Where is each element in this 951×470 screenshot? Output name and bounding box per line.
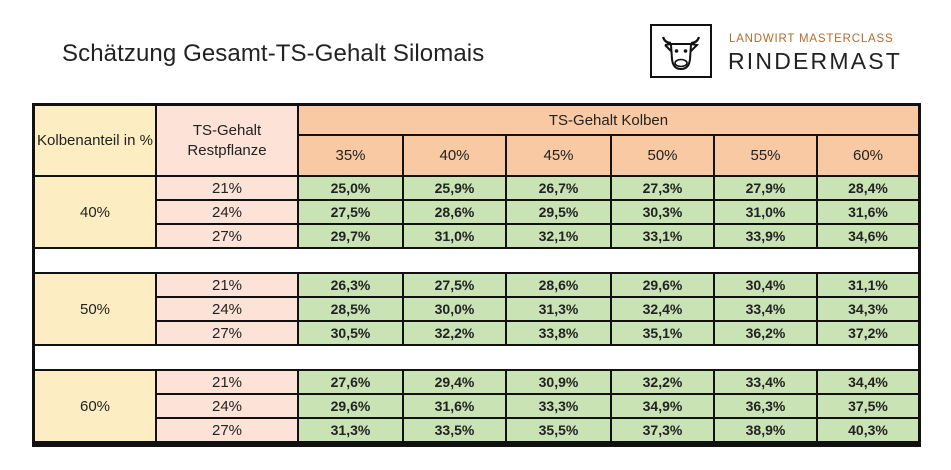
restpflanze-cell: 21%: [157, 177, 297, 199]
restpflanze-cell: 24%: [157, 395, 297, 417]
kolbenanteil-cell: 40%: [35, 177, 155, 247]
value-cell: 33,9%: [715, 225, 816, 247]
value-cell: 31,0%: [715, 201, 816, 223]
kolben-col-header: 60%: [818, 136, 918, 175]
value-cell: 27,3%: [612, 177, 713, 199]
value-cell: 30,3%: [612, 201, 713, 223]
restpflanze-cell: 21%: [157, 371, 297, 393]
brand-tagline: LANDWIRT MASTERCLASS: [729, 33, 894, 45]
kolben-col-header: 35%: [299, 136, 402, 175]
value-cell: 37,3%: [612, 419, 713, 441]
restpflanze-cell: 27%: [157, 322, 297, 344]
kolben-col-header: 55%: [715, 136, 816, 175]
value-cell: 31,6%: [404, 395, 505, 417]
value-cell: 33,8%: [507, 322, 610, 344]
value-cell: 33,4%: [715, 371, 816, 393]
kolbenanteil-header: Kolbenanteil in %: [35, 106, 155, 175]
value-cell: 26,7%: [507, 177, 610, 199]
value-cell: 29,6%: [299, 395, 402, 417]
value-cell: 33,3%: [507, 395, 610, 417]
value-cell: 29,5%: [507, 201, 610, 223]
value-cell: 37,2%: [818, 322, 918, 344]
value-cell: 29,6%: [612, 274, 713, 296]
restpflanze-cell: 27%: [157, 225, 297, 247]
restpflanze-cell: 21%: [157, 274, 297, 296]
kolben-col-header: 40%: [404, 136, 505, 175]
value-cell: 35,5%: [507, 419, 610, 441]
page-title: Schätzung Gesamt-TS-Gehalt Silomais: [62, 40, 485, 67]
value-cell: 30,9%: [507, 371, 610, 393]
value-cell: 31,6%: [818, 201, 918, 223]
value-cell: 32,1%: [507, 225, 610, 247]
value-cell: 35,1%: [612, 322, 713, 344]
value-cell: 32,2%: [404, 322, 505, 344]
value-cell: 33,1%: [612, 225, 713, 247]
kolben-group-header: TS-Gehalt Kolben: [299, 106, 918, 134]
value-cell: 30,5%: [299, 322, 402, 344]
value-cell: 37,5%: [818, 395, 918, 417]
value-cell: 27,5%: [404, 274, 505, 296]
value-cell: 32,2%: [612, 371, 713, 393]
value-cell: 33,5%: [404, 419, 505, 441]
group-spacer: [35, 346, 918, 369]
value-cell: 34,6%: [818, 225, 918, 247]
value-cell: 29,4%: [404, 371, 505, 393]
kolben-col-header: 45%: [507, 136, 610, 175]
value-cell: 28,4%: [818, 177, 918, 199]
ts-gehalt-table: Kolbenanteil in % TS-Gehalt Restpflanze TS…: [32, 103, 921, 447]
value-cell: 31,3%: [507, 298, 610, 320]
value-cell: 40,3%: [818, 419, 918, 441]
value-cell: 36,2%: [715, 322, 816, 344]
value-cell: 29,7%: [299, 225, 402, 247]
value-cell: 31,1%: [818, 274, 918, 296]
value-cell: 28,6%: [507, 274, 610, 296]
value-cell: 25,9%: [404, 177, 505, 199]
value-cell: 33,4%: [715, 298, 816, 320]
value-cell: 30,4%: [715, 274, 816, 296]
kolbenanteil-cell: 50%: [35, 274, 155, 344]
value-cell: 27,6%: [299, 371, 402, 393]
value-cell: 28,6%: [404, 201, 505, 223]
restpflanze-header: TS-Gehalt Restpflanze: [157, 106, 297, 175]
value-cell: 38,9%: [715, 419, 816, 441]
kolbenanteil-cell: 60%: [35, 371, 155, 441]
value-cell: 34,4%: [818, 371, 918, 393]
value-cell: 27,9%: [715, 177, 816, 199]
value-cell: 32,4%: [612, 298, 713, 320]
brand-logo: [650, 24, 712, 78]
value-cell: 25,0%: [299, 177, 402, 199]
value-cell: 27,5%: [299, 201, 402, 223]
kolben-col-header: 50%: [612, 136, 713, 175]
value-cell: 31,3%: [299, 419, 402, 441]
value-cell: 36,3%: [715, 395, 816, 417]
value-cell: 34,9%: [612, 395, 713, 417]
restpflanze-cell: 24%: [157, 298, 297, 320]
cow-head-icon: [661, 36, 701, 71]
restpflanze-cell: 27%: [157, 419, 297, 441]
value-cell: 26,3%: [299, 274, 402, 296]
group-spacer: [35, 249, 918, 272]
value-cell: 34,3%: [818, 298, 918, 320]
value-cell: 31,0%: [404, 225, 505, 247]
value-cell: 30,0%: [404, 298, 505, 320]
value-cell: 28,5%: [299, 298, 402, 320]
restpflanze-cell: 24%: [157, 201, 297, 223]
brand-name: RINDERMAST: [728, 48, 903, 74]
